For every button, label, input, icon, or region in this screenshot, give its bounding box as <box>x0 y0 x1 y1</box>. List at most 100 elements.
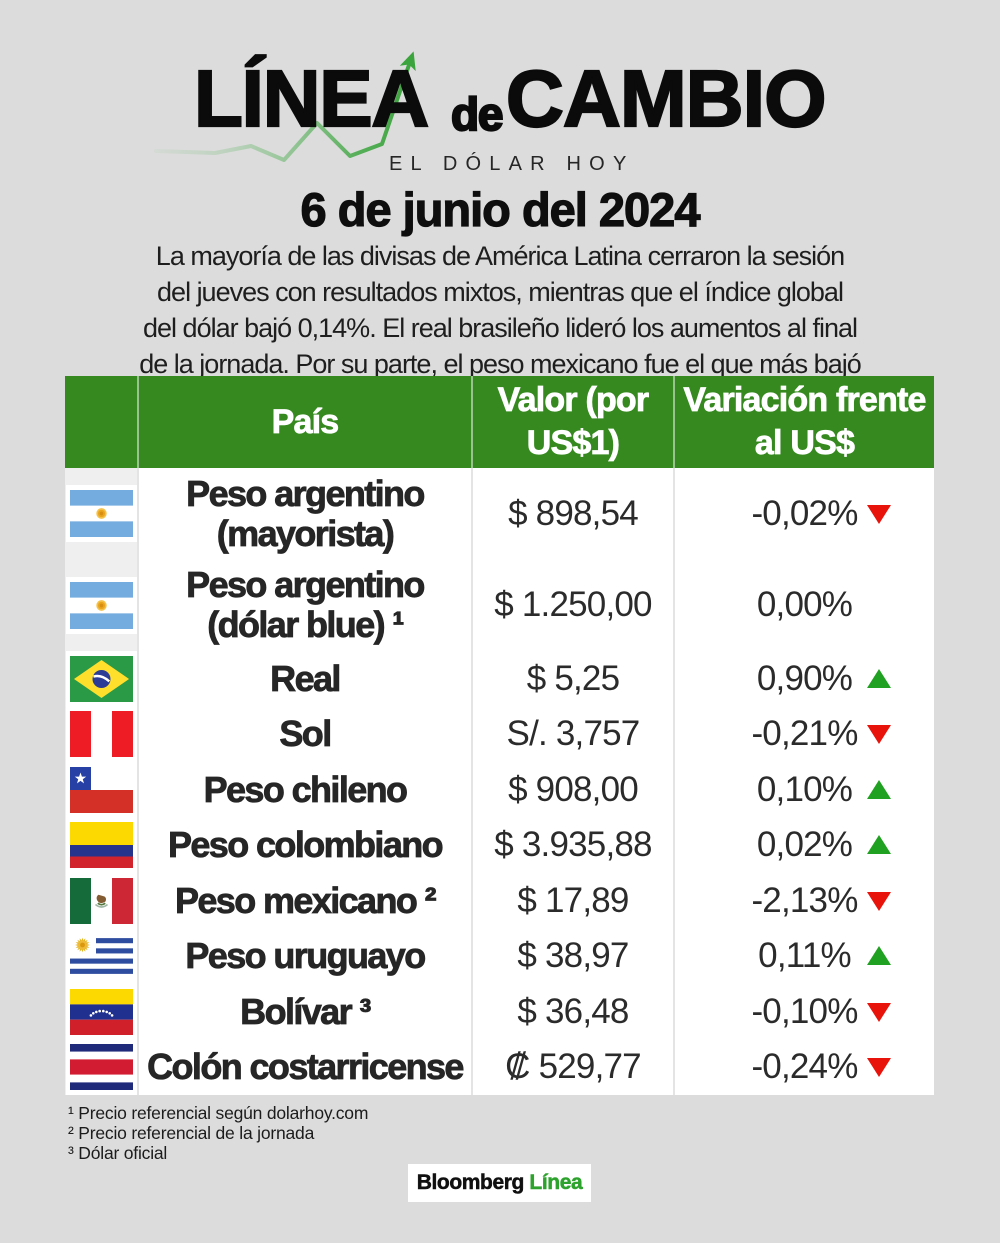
table-row: Colón costarricense ₡ 529,77 -0,24% <box>65 1039 934 1096</box>
text-line: del jueves con resultados mixtos, mientr… <box>157 277 844 307</box>
triangle-down-icon <box>867 891 891 911</box>
text-line: del dólar bajó 0,14%. El real brasileño … <box>143 313 858 343</box>
flag-chile-icon <box>65 761 137 818</box>
country-name: Peso argentino (dólar blue) ¹ <box>186 564 426 645</box>
variation-cell: 0,00% <box>673 559 934 651</box>
table-row: Bolívar ³ $ 36,48 -0,10% <box>65 983 934 1040</box>
footnotes: ¹ Precio referencial según dolarhoy.com ²… <box>68 1103 368 1163</box>
text-line: Peso chileno <box>203 768 408 810</box>
text-line: ¹ Precio referencial según dolarhoy.com <box>68 1103 369 1123</box>
variation-text: -2,13% <box>751 880 858 920</box>
value-cell: $ 908,00 <box>471 762 673 818</box>
header-flag-cell <box>65 376 137 468</box>
text-line: de la jornada. Por su parte, el peso mex… <box>139 349 861 379</box>
flag-cell <box>65 1039 137 1096</box>
text-line: Real <box>270 657 342 699</box>
flag-argentina-icon <box>65 485 137 543</box>
country-name: Colón costarricense <box>147 1046 465 1088</box>
value-cell: $ 1.250,00 <box>471 559 673 651</box>
triangle-up-icon <box>867 835 891 855</box>
text-line: Peso colombiano <box>167 824 444 866</box>
text-line: Sol <box>279 713 333 755</box>
country-cell: Sol <box>137 706 471 762</box>
variation-text: 0,02% <box>756 825 853 865</box>
header-variation: Variación frente al US$ <box>673 376 934 468</box>
triangle-down-icon <box>867 1002 891 1022</box>
text-line: (mayorista) <box>216 512 395 554</box>
variation-text: -0,21% <box>751 714 858 754</box>
value-text: $ 17,89 <box>517 880 629 920</box>
triangle-up-icon <box>867 946 891 966</box>
value-cell: $ 898,54 <box>471 468 673 560</box>
country-cell: Peso mexicano ² <box>137 873 471 929</box>
variation-text: -0,24% <box>751 1047 858 1087</box>
table-row: Peso colombiano $ 3.935,88 0,02% <box>65 817 934 874</box>
variation-cell: 0,11% <box>673 928 934 984</box>
logo: LÍNEA de CAMBIO EL DÓLAR HOY <box>0 0 1000 180</box>
header-variation-text: Variación frente al US$ <box>683 379 927 465</box>
value-cell: $ 5,25 <box>471 651 673 707</box>
table-row: Peso mexicano ² $ 17,89 -2,13% <box>65 872 934 929</box>
country-name: Peso argentino (mayorista) <box>186 472 426 554</box>
badge-brand: Bloomberg <box>416 1171 524 1195</box>
date-heading: 6 de junio del 2024 <box>300 182 701 236</box>
value-text: S/. 3,757 <box>506 714 641 754</box>
text-line: US$1) <box>526 424 620 463</box>
table-row: Peso chileno $ 908,00 0,10% <box>65 761 934 818</box>
triangle-up-icon <box>867 668 891 688</box>
flag-cell <box>65 761 137 818</box>
country-cell: Real <box>137 651 471 707</box>
flag-colombia-icon <box>65 817 137 874</box>
country-name: Peso chileno <box>203 768 408 810</box>
country-cell: Colón costarricense <box>137 1039 471 1095</box>
country-cell: Bolívar ³ <box>137 984 471 1040</box>
text-line: Valor (por <box>497 381 649 420</box>
variation-cell: -0,10% <box>673 984 934 1040</box>
value-text: $ 3.935,88 <box>494 825 652 865</box>
table-row: Sol S/. 3,757 -0,21% <box>65 706 934 763</box>
country-cell: Peso uruguayo <box>137 928 471 984</box>
value-text: $ 898,54 <box>508 493 639 533</box>
variation-cell: 0,10% <box>673 762 934 818</box>
text-line: La mayoría de las divisas de América Lat… <box>155 241 845 271</box>
value-text: ₡ 529,77 <box>505 1047 641 1087</box>
flag-cell <box>65 817 137 874</box>
variation-cell: -0,24% <box>673 1039 934 1095</box>
intro-paragraph: La mayoría de las divisas de América Lat… <box>0 238 1000 382</box>
country-cell: Peso argentino (mayorista) <box>137 468 471 560</box>
text-line: ² Precio referencial de la jornada <box>68 1123 315 1143</box>
variation-text: 0,90% <box>756 658 853 698</box>
flag-cell <box>65 650 137 707</box>
flag-brazil-icon <box>65 650 137 707</box>
flag-peru-icon <box>65 706 137 763</box>
value-cell: $ 3.935,88 <box>471 817 673 873</box>
flag-mexico-icon <box>65 872 137 929</box>
flag-cell <box>65 468 137 560</box>
text-line: Peso argentino <box>186 472 426 514</box>
text-line: Bolívar ³ <box>240 990 372 1032</box>
text-line: Peso argentino <box>186 564 426 606</box>
country-name: Bolívar ³ <box>240 990 372 1032</box>
flag-cell <box>65 559 137 651</box>
table-row: Peso uruguayo $ 38,97 0,11% <box>65 928 934 985</box>
header-country: País <box>137 376 471 468</box>
text-line: Colón costarricense <box>147 1046 465 1088</box>
text-line: al US$ <box>754 424 856 463</box>
value-text: $ 38,97 <box>517 936 629 976</box>
value-cell: $ 36,48 <box>471 984 673 1040</box>
text-line: Variación frente <box>683 381 927 420</box>
exchange-rate-table: País Valor (por US$1) Variación frente al … <box>65 376 934 1096</box>
value-cell: S/. 3,757 <box>471 706 673 762</box>
flag-costarica-icon <box>65 1039 137 1096</box>
table-row: Real $ 5,25 0,90% <box>65 650 934 707</box>
badge-suffix: Línea <box>529 1171 583 1195</box>
country-cell: Peso colombiano <box>137 817 471 873</box>
logo-title-cambio: CAMBIO <box>505 54 828 143</box>
variation-cell: -0,21% <box>673 706 934 762</box>
country-name: Peso uruguayo <box>185 935 427 976</box>
country-cell: Peso chileno <box>137 762 471 818</box>
country-name: Peso mexicano ² <box>175 880 438 921</box>
value-text: $ 5,25 <box>526 658 620 698</box>
variation-cell: -2,13% <box>673 873 934 929</box>
value-text: $ 1.250,00 <box>494 585 652 625</box>
